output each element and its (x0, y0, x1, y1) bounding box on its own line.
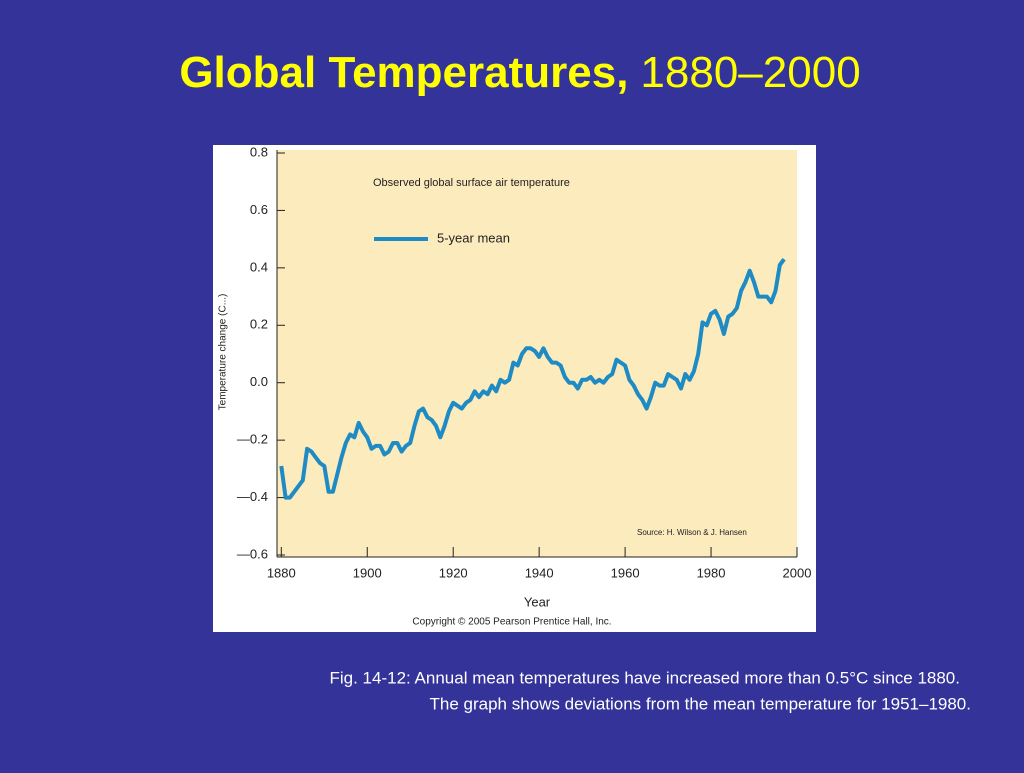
x-axis-label: Year (524, 594, 551, 609)
legend-label: 5-year mean (437, 230, 510, 245)
line-series (279, 258, 786, 500)
title-years: 1880–2000 (640, 48, 860, 97)
caption-line: Fig. 14-12: Annual mean temperatures hav… (329, 668, 960, 687)
caption-line: The graph shows deviations from the mean… (430, 694, 972, 713)
x-tick-label: 1880 (267, 565, 296, 580)
copyright: Copyright © 2005 Pearson Prentice Hall, … (412, 617, 611, 628)
x-tick-label: 1980 (697, 565, 726, 580)
x-tick-label: 1900 (353, 565, 382, 580)
x-tick-label: 1920 (439, 565, 468, 580)
source: Source: H. Wilson & J. Hansen (637, 528, 747, 537)
title-main: Global Temperatures, (179, 48, 628, 97)
y-tick-label: 0.0 (250, 374, 268, 389)
y-axis-label: Temperature change (C...) (218, 294, 229, 411)
x-tick-label: 1960 (611, 565, 640, 580)
y-tick-label: —0.2 (237, 432, 268, 447)
y-tick-label: 0.8 (250, 144, 268, 159)
chart-subtitle: Observed global surface air temperature (373, 177, 570, 189)
y-tick-label: 0.6 (250, 202, 268, 217)
y-tick-label: —0.6 (237, 546, 268, 561)
x-tick-label: 2000 (783, 565, 812, 580)
x-tick-label: 1940 (525, 565, 554, 580)
y-tick-label: —0.4 (237, 489, 268, 504)
y-tick-label: 0.2 (250, 317, 268, 332)
slide-title: Global Temperatures, 1880–2000 (179, 48, 860, 97)
y-tick-label: 0.4 (250, 259, 268, 274)
